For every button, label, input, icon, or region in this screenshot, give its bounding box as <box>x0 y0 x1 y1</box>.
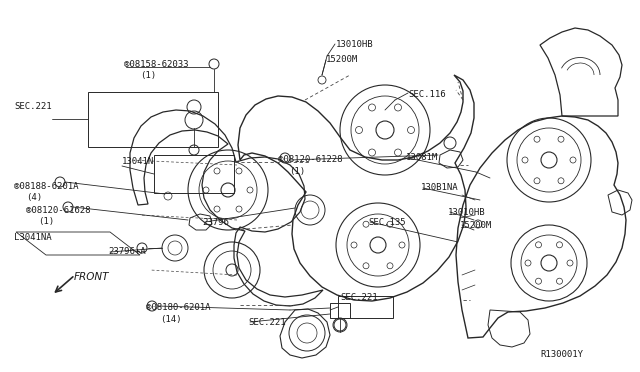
Text: SEC.221: SEC.221 <box>340 293 378 302</box>
Text: SEC.116: SEC.116 <box>408 90 445 99</box>
Text: 13010HB: 13010HB <box>336 40 374 49</box>
Text: (4): (4) <box>26 193 42 202</box>
Text: SEC.221: SEC.221 <box>248 318 285 327</box>
Text: (1): (1) <box>289 167 305 176</box>
Text: L3041NA: L3041NA <box>14 233 52 242</box>
Text: SEC.135: SEC.135 <box>368 218 406 227</box>
Text: FRONT: FRONT <box>74 272 109 282</box>
Text: 23796: 23796 <box>202 218 229 227</box>
Text: ®08158-62033: ®08158-62033 <box>124 60 189 69</box>
Bar <box>88 92 218 147</box>
Text: 13041N: 13041N <box>122 157 154 166</box>
Text: R130001Y: R130001Y <box>540 350 583 359</box>
Text: ®08180-6201A: ®08180-6201A <box>146 303 211 312</box>
Bar <box>338 296 393 318</box>
Text: 13010HB: 13010HB <box>448 208 486 217</box>
Text: 13081M: 13081M <box>406 153 438 162</box>
Text: (1): (1) <box>140 71 156 80</box>
Text: (14): (14) <box>160 315 182 324</box>
Text: ®08188-6201A: ®08188-6201A <box>14 182 79 191</box>
Text: ®08120-61628: ®08120-61628 <box>26 206 90 215</box>
Text: 130B1NA: 130B1NA <box>421 183 459 192</box>
Text: 15200M: 15200M <box>460 221 492 230</box>
Text: 23796+A: 23796+A <box>108 247 146 256</box>
Text: ®08120-61228: ®08120-61228 <box>278 155 342 164</box>
Text: 15200M: 15200M <box>326 55 358 64</box>
Text: SEC.221: SEC.221 <box>14 102 52 111</box>
Text: (1): (1) <box>38 217 54 226</box>
Bar <box>154 155 234 193</box>
